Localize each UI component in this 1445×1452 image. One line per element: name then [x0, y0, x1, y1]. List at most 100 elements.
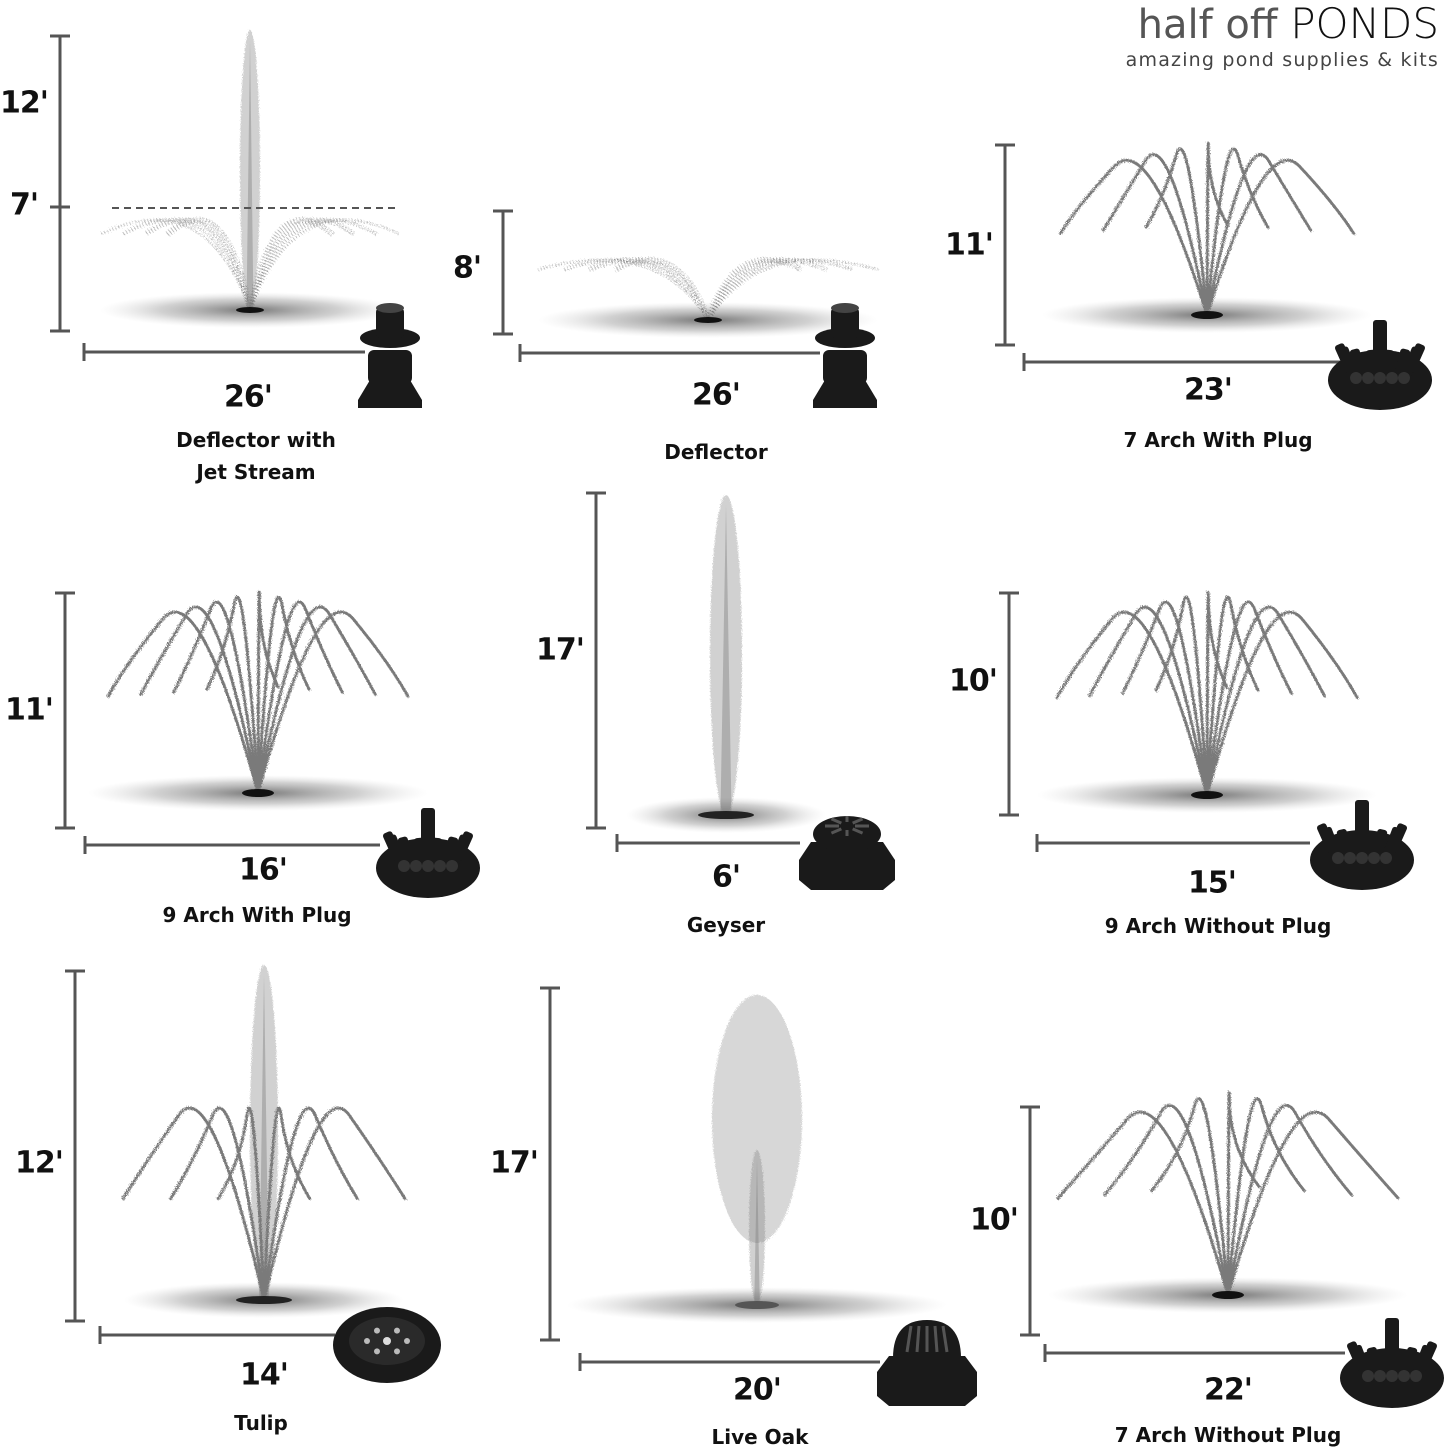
spray-arch — [205, 595, 260, 795]
width-label: 23' — [1184, 372, 1233, 408]
nozzle-opening — [1191, 311, 1223, 319]
width-label: 26' — [224, 379, 273, 415]
spray-column — [749, 1150, 765, 1305]
nozzle-plug — [1386, 1370, 1398, 1382]
nozzle-plug — [1344, 852, 1356, 864]
spray-arch — [1144, 147, 1209, 317]
spray-arch — [1149, 1097, 1230, 1297]
nozzle-tube — [1394, 348, 1411, 379]
nozzle-slot — [830, 827, 842, 835]
nozzle-tube — [1322, 826, 1341, 857]
fountain-name: Tulip — [234, 1411, 288, 1435]
nozzle-plug — [1410, 1370, 1422, 1382]
spray-arch — [169, 1106, 266, 1302]
nozzle-center-tube — [1385, 1318, 1399, 1364]
height-label: 10' — [970, 1202, 1019, 1238]
fountain-name: 9 Arch Without Plug — [1104, 914, 1332, 938]
nozzle-slot — [830, 817, 842, 825]
spray-arch — [1205, 153, 1313, 317]
fountain-name: 7 Arch With Plug — [1123, 428, 1313, 452]
fountain-spray-5 — [626, 495, 826, 833]
height-label: 12' — [0, 85, 49, 121]
nozzle-plug — [1362, 372, 1374, 384]
spray-arch — [1058, 159, 1209, 317]
geyser-nozzle-icon — [799, 816, 895, 890]
spray-column — [710, 495, 742, 815]
width-label: 6' — [711, 859, 741, 895]
spray-arch — [256, 600, 344, 795]
spray-arch — [1226, 1110, 1400, 1297]
width-label: 16' — [239, 852, 288, 888]
nozzle-stem — [831, 308, 859, 338]
spray-jet-core — [720, 505, 732, 815]
height-label: 17' — [536, 632, 585, 668]
nozzle-hole — [364, 1338, 370, 1344]
arch-nozzle-icon — [1310, 800, 1414, 890]
spray-arch — [256, 610, 411, 795]
nozzle-plug — [410, 860, 422, 872]
logo-wordmark: half off PONDS — [1126, 0, 1439, 49]
nozzle-plug — [1356, 852, 1368, 864]
spray-sheet — [248, 218, 401, 311]
spray-arch — [1226, 1097, 1307, 1297]
nozzle-plug — [434, 860, 446, 872]
nozzle-hole — [404, 1338, 410, 1344]
nozzle-hole — [374, 1327, 380, 1334]
nozzle-body — [823, 350, 867, 384]
fountain-spray-8 — [567, 995, 947, 1323]
deflector-nozzle-icon — [358, 303, 422, 408]
logo-brand-bold: PONDS — [1290, 0, 1439, 48]
spray-arch — [1226, 1090, 1262, 1297]
fountain-spray-3 — [1042, 141, 1372, 333]
spray-arch — [121, 1106, 266, 1302]
nozzle-plug — [1368, 852, 1380, 864]
spray-sheet — [705, 257, 803, 321]
nozzle-opening — [694, 317, 722, 323]
spray-column — [240, 30, 260, 310]
secondary-height-label: 7' — [9, 187, 39, 223]
height-label: 8' — [452, 250, 482, 286]
spray-sheet — [248, 218, 379, 311]
fountain-name: Deflector — [664, 440, 768, 464]
height-label: 11' — [945, 227, 994, 263]
nozzle-base — [358, 380, 422, 408]
fountain-name: Geyser — [686, 913, 766, 937]
spray-arch — [1054, 610, 1209, 797]
spray-arch — [172, 600, 260, 795]
nozzle-plug — [1374, 372, 1386, 384]
logo-tagline: amazing pond supplies & kits — [1125, 49, 1439, 71]
nozzle-plug — [1332, 852, 1344, 864]
nozzle-base — [877, 1356, 977, 1406]
nozzle-opening — [236, 307, 264, 313]
width-label: 22' — [1204, 1372, 1253, 1408]
spray-jet-core — [754, 1160, 760, 1305]
nozzle-tube — [453, 831, 473, 861]
nozzle-tube — [1372, 829, 1388, 860]
spray-arch — [1226, 1104, 1354, 1297]
spray-arch — [1205, 141, 1229, 317]
spray-arch — [1205, 147, 1270, 317]
fountain-name: 9 Arch With Plug — [162, 903, 352, 927]
spray-arch — [262, 1106, 407, 1302]
nozzle-opening — [735, 1301, 779, 1309]
spray-arch — [1205, 610, 1360, 797]
nozzle-plug — [1398, 1370, 1410, 1382]
fountain-spray-4 — [88, 590, 428, 811]
spray-arch — [1205, 590, 1229, 797]
nozzle-hole — [374, 1348, 380, 1355]
tulip-disk-nozzle-icon — [333, 1307, 441, 1383]
spray-sheet — [143, 217, 253, 311]
nozzle-tube — [386, 834, 406, 865]
nozzle-plug — [1398, 372, 1410, 384]
nozzle-tube — [397, 836, 414, 867]
height-label: 10' — [949, 663, 998, 699]
nozzle-tube — [1417, 1341, 1437, 1371]
nozzle-slot — [941, 1325, 949, 1353]
arch-nozzle-icon — [1340, 1318, 1444, 1408]
nozzle-plug — [1362, 1370, 1374, 1382]
fountain-spray-9 — [1048, 1090, 1408, 1313]
spray-jet-core — [259, 975, 269, 1300]
fountain-spray-6 — [1037, 590, 1377, 813]
spray-arch — [1121, 600, 1209, 797]
